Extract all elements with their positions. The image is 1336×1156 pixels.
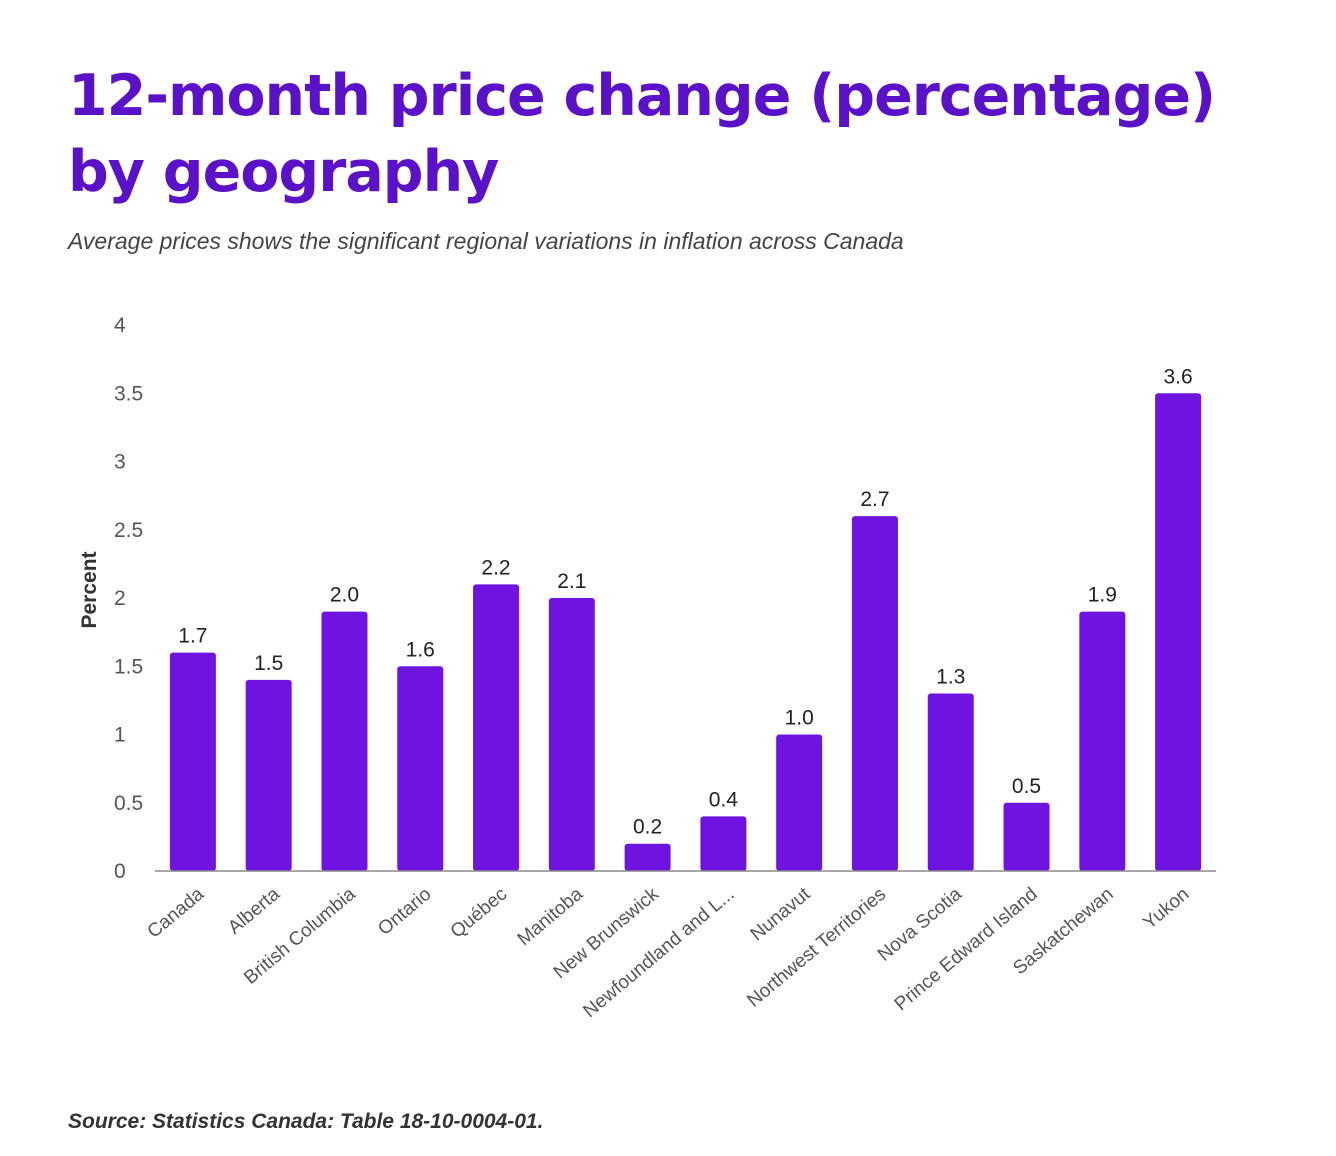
bar bbox=[624, 843, 671, 871]
bar bbox=[700, 816, 747, 871]
bar bbox=[397, 666, 444, 871]
bar bbox=[321, 611, 368, 871]
data-labels: 1.7 1.5 2.0 1.6 2.2 2.1 0.2 0.4 1.0 2.7 1.3 0.5 1.9 3… bbox=[178, 365, 1192, 838]
bar bbox=[548, 598, 595, 871]
x-tick-label: Yukon bbox=[1139, 884, 1193, 934]
chart-title: 12-month price change (percentage) by ge… bbox=[68, 63, 1216, 205]
bar bbox=[245, 679, 292, 871]
chart-source: Source: Statistics Canada: Table 18-10-0… bbox=[68, 1110, 544, 1133]
bar bbox=[1079, 611, 1126, 871]
data-label: 0.5 bbox=[1012, 775, 1041, 798]
bar bbox=[473, 584, 520, 871]
x-tick-label: Québec bbox=[447, 884, 511, 943]
data-label: 0.2 bbox=[633, 816, 662, 839]
x-tick-label: Manitoba bbox=[514, 883, 588, 950]
bar bbox=[1003, 802, 1050, 871]
data-label: 0.4 bbox=[709, 788, 739, 811]
y-tick-label: 3 bbox=[114, 451, 126, 474]
x-tick-label: Canada bbox=[144, 883, 209, 942]
bar-chart: Percent 0 0.5 1 1.5 2 2.5 3 3.5 4 1.7 1.5 2.0 1.6 2.… bbox=[78, 314, 1216, 1022]
bars bbox=[169, 393, 1202, 871]
y-axis-ticks: 0 0.5 1 1.5 2 2.5 3 3.5 4 bbox=[114, 314, 143, 883]
y-tick-label: 0.5 bbox=[114, 792, 143, 815]
y-axis-title: Percent bbox=[78, 551, 101, 628]
chart-subtitle: Average prices shows the significant reg… bbox=[68, 228, 904, 254]
bar bbox=[776, 734, 823, 871]
y-tick-label: 2 bbox=[114, 587, 126, 610]
x-tick-label: Newfoundland and L... bbox=[579, 884, 738, 1022]
bar bbox=[169, 652, 216, 871]
data-label: 1.5 bbox=[254, 652, 283, 675]
y-tick-label: 2.5 bbox=[114, 519, 143, 542]
data-label: 1.7 bbox=[178, 625, 207, 648]
data-label: 2.1 bbox=[557, 570, 586, 593]
bar bbox=[851, 516, 898, 871]
y-tick-label: 4 bbox=[114, 314, 126, 337]
x-tick-label: Nunavut bbox=[747, 883, 815, 945]
x-tick-label: Northwest Territories bbox=[743, 884, 890, 1012]
x-tick-label: Prince Edward Island bbox=[891, 884, 1042, 1015]
y-tick-label: 1.5 bbox=[114, 655, 143, 678]
data-label: 2.0 bbox=[330, 584, 359, 607]
data-label: 1.0 bbox=[785, 707, 814, 730]
x-tick-label: Ontario bbox=[374, 884, 435, 940]
data-label: 2.7 bbox=[860, 488, 889, 511]
y-tick-label: 0 bbox=[114, 860, 126, 883]
data-label: 1.9 bbox=[1088, 584, 1117, 607]
y-tick-label: 3.5 bbox=[114, 382, 143, 405]
data-label: 1.3 bbox=[936, 666, 965, 689]
bar bbox=[927, 693, 974, 871]
data-label: 3.6 bbox=[1164, 365, 1193, 388]
y-tick-label: 1 bbox=[114, 724, 126, 747]
data-label: 1.6 bbox=[406, 638, 435, 661]
bar bbox=[1155, 393, 1202, 871]
data-label: 2.2 bbox=[481, 556, 510, 579]
x-tick-label: Alberta bbox=[224, 883, 284, 938]
